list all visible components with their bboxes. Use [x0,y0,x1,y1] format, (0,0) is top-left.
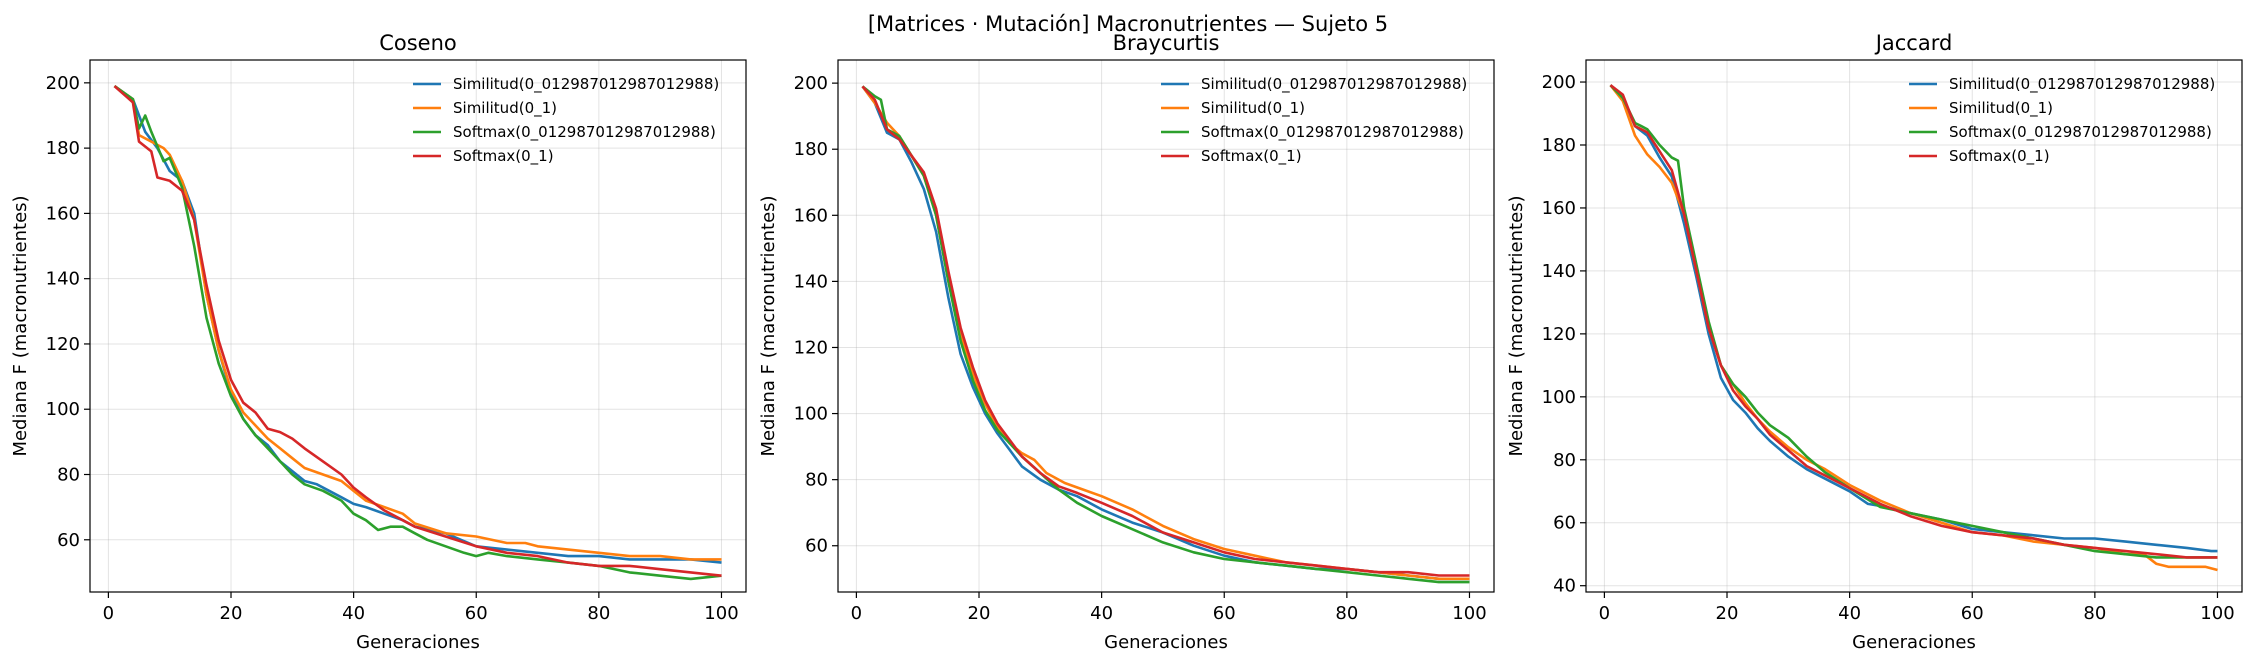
x-tick-label: 100 [1452,603,1486,624]
series-line-similitud-0-1 [861,85,1470,581]
series-line-similitud-0-012987012987012988 [1609,84,2218,553]
series-line-similitud-0-012987012987012988 [113,85,722,564]
legend-entry: Similitud(0_1) [1201,99,1305,118]
chart-title: Coseno [379,31,457,55]
chart-panel-braycurtis: 0 20 40 60 80 100 60 80 100 120 140 160 180 200 Braycu… [758,31,1495,653]
y-tick-label: 80 [805,470,828,491]
legend: Similitud(0_012987012987012988) Similitud… [413,75,719,166]
series-line-softmax-0-012987012987012988 [861,85,1470,584]
series-line-similitud-0-1 [1609,84,2218,572]
x-tick-label: 0 [103,603,114,624]
legend-entry: Softmax(0_1) [453,147,554,166]
legend-entry: Similitud(0_1) [1949,99,2053,118]
y-tick-label: 180 [1542,135,1576,156]
legend-entry: Similitud(0_1) [453,99,557,118]
legend-entry: Softmax(0_012987012987012988) [453,123,716,142]
y-tick-label: 60 [805,536,828,557]
axes-frame [1585,59,2243,593]
y-tick-label: 100 [46,399,80,420]
x-tick-label: 60 [465,603,488,624]
x-tick-label: 60 [1213,603,1236,624]
y-tick-label: 200 [46,73,80,94]
x-axis-label: Generaciones [1104,632,1228,653]
x-tick-label: 20 [220,603,243,624]
axes-frame [837,59,1495,593]
chart-title: Jaccard [1874,31,1953,55]
y-axis-label: Mediana F (macronutrientes) [10,195,31,456]
y-tick-label: 100 [794,404,828,425]
y-tick-label: 160 [46,203,80,224]
series-line-softmax-0-1 [861,85,1470,577]
y-tick-label: 60 [57,530,80,551]
series-line-softmax-0-1 [1609,84,2218,559]
legend: Similitud(0_012987012987012988) Similitud… [1161,75,1467,166]
x-tick-label: 40 [1090,603,1113,624]
x-tick-label: 80 [1335,603,1358,624]
legend-entry: Softmax(0_1) [1201,147,1302,166]
legend-entry: Softmax(0_012987012987012988) [1201,123,1464,142]
chart-title: Braycurtis [1113,31,1220,55]
x-tick-label: 0 [1599,603,1610,624]
y-tick-label: 140 [1542,261,1576,282]
y-tick-label: 120 [46,334,80,355]
y-axis-label: Mediana F (macronutrientes) [1506,195,1527,456]
x-tick-label: 80 [587,603,610,624]
y-tick-label: 120 [794,337,828,358]
legend-entry: Softmax(0_012987012987012988) [1949,123,2212,142]
series-line-softmax-0-012987012987012988 [113,85,722,581]
series-line-similitud-0-012987012987012988 [861,85,1470,581]
x-tick-label: 80 [2083,603,2106,624]
y-tick-label: 200 [794,73,828,94]
x-tick-label: 60 [1961,603,1984,624]
y-tick-label: 80 [1553,450,1576,471]
y-tick-label: 140 [46,269,80,290]
x-tick-label: 20 [968,603,991,624]
chart-panel-coseno: 0 20 40 60 80 100 60 80 100 120 140 160 180 200 Coseno… [10,31,747,653]
chart-panel-jaccard: 0 20 40 60 80 100 40 60 80 100 120 140 160 180 200 Jacc… [1506,31,2243,653]
x-axis-label: Generaciones [1852,632,1976,653]
series-line-similitud-0-1 [113,85,722,561]
legend-entry: Softmax(0_1) [1949,147,2050,166]
x-tick-label: 0 [851,603,862,624]
legend: Similitud(0_012987012987012988) Similitud… [1909,75,2215,166]
series-line-softmax-0-1 [113,85,722,577]
legend-entry: Similitud(0_012987012987012988) [1201,75,1467,94]
x-axis-label: Generaciones [356,632,480,653]
x-tick-label: 100 [704,603,738,624]
y-tick-label: 40 [1553,576,1576,597]
y-tick-label: 160 [794,205,828,226]
legend-entry: Similitud(0_012987012987012988) [1949,75,2215,94]
y-tick-label: 80 [57,465,80,486]
axes-frame [89,59,747,593]
x-tick-label: 100 [2200,603,2234,624]
legend-entry: Similitud(0_012987012987012988) [453,75,719,94]
y-tick-label: 60 [1553,513,1576,534]
y-tick-label: 100 [1542,387,1576,408]
y-tick-label: 160 [1542,198,1576,219]
figure-suptitle: [Matrices · Mutación] Macronutrientes — … [868,12,1388,36]
y-tick-label: 200 [1542,72,1576,93]
x-tick-label: 40 [1838,603,1861,624]
y-tick-label: 140 [794,271,828,292]
x-tick-label: 20 [1716,603,1739,624]
x-tick-label: 40 [342,603,365,624]
y-tick-label: 120 [1542,324,1576,345]
y-tick-label: 180 [794,139,828,160]
y-axis-label: Mediana F (macronutrientes) [758,195,779,456]
y-tick-label: 180 [46,138,80,159]
